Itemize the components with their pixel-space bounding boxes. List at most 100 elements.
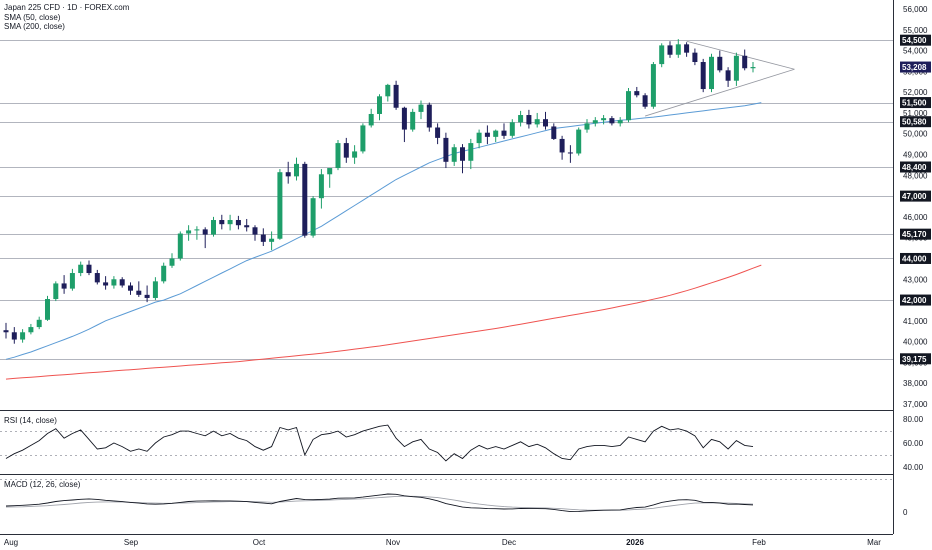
candle-body	[551, 126, 557, 139]
candle	[418, 100, 424, 120]
level-tag-label: 51,500	[902, 99, 927, 108]
candle-body	[609, 118, 615, 124]
candle	[244, 218, 250, 232]
candle	[534, 112, 540, 128]
rsi-legend: RSI (14, close)	[4, 416, 57, 425]
candle	[327, 168, 333, 188]
candle-body	[684, 44, 690, 53]
candle-body	[567, 152, 573, 154]
candle-body	[642, 95, 648, 107]
candle-body	[650, 64, 656, 107]
candle-body	[518, 115, 524, 123]
candle-body	[202, 229, 208, 235]
candle	[725, 67, 731, 87]
level-tag	[900, 190, 931, 202]
candle	[393, 80, 399, 110]
candle	[360, 123, 366, 154]
candle-body	[28, 327, 34, 333]
candle	[252, 225, 258, 241]
macd-line	[5, 493, 754, 513]
price-tick-label: 43,000	[903, 275, 928, 284]
candle	[260, 228, 266, 246]
triangle-trendline	[686, 40, 795, 70]
candle-body	[460, 147, 465, 161]
candle	[269, 231, 275, 251]
candle	[28, 323, 34, 335]
candle-body	[78, 264, 84, 274]
candle	[650, 62, 656, 109]
sma200-line	[5, 264, 762, 380]
rsi-tick-label: 40.00	[903, 463, 924, 472]
candle-body	[484, 132, 490, 137]
candle-body	[161, 265, 167, 282]
macd-legend: MACD (12, 26, close)	[4, 480, 81, 489]
level-tag-label: 54,500	[902, 36, 927, 45]
candle-body	[285, 172, 291, 177]
candle	[567, 145, 573, 163]
candle-body	[543, 119, 548, 127]
candle	[119, 277, 125, 288]
level-tag-label: 44,000	[902, 254, 927, 263]
sma50-line	[5, 102, 762, 360]
rsi-tick-label: 60.00	[903, 439, 924, 448]
candle	[684, 42, 690, 57]
candle-body	[592, 120, 598, 124]
candle	[61, 275, 67, 294]
candle-body	[211, 220, 216, 235]
candle	[576, 127, 582, 156]
level-tag	[900, 116, 931, 128]
candle	[227, 214, 233, 231]
price-tick-label: 37,000	[903, 400, 928, 409]
candle-body	[20, 332, 26, 340]
candle	[277, 169, 283, 240]
candle-body	[103, 282, 109, 286]
candle-body	[3, 330, 9, 333]
candle-body	[692, 52, 698, 63]
candle-body	[152, 281, 158, 298]
candle	[426, 102, 432, 132]
candle-body	[501, 130, 507, 136]
candle-body	[750, 67, 756, 69]
candle-body	[335, 143, 341, 169]
candle	[177, 231, 183, 261]
candle	[294, 157, 299, 181]
candle	[717, 50, 723, 73]
price-tick-label: 51,000	[903, 109, 928, 118]
time-tick-label: Nov	[386, 538, 400, 547]
candle-body	[534, 119, 540, 125]
candle-body	[468, 143, 474, 161]
candle-body	[318, 174, 324, 199]
candle-body	[61, 283, 67, 289]
price-tick-label: 49,000	[903, 151, 928, 160]
candle-body	[700, 62, 706, 90]
candle-body	[377, 96, 382, 114]
candle-body	[451, 147, 457, 162]
candle-body	[227, 220, 233, 225]
price-tick-label: 55,000	[903, 26, 928, 35]
candle	[609, 116, 615, 126]
price-tick-label: 48,000	[903, 171, 928, 180]
candle-body	[559, 138, 565, 153]
candle	[667, 41, 673, 58]
candle-body	[717, 56, 723, 71]
candle-body	[36, 319, 42, 328]
candle	[310, 196, 316, 238]
candle-body	[144, 294, 150, 298]
candle-body	[269, 238, 275, 242]
candle	[742, 49, 748, 71]
sma200-legend: SMA (200, close)	[4, 22, 65, 31]
candle	[194, 226, 200, 240]
candle	[343, 137, 349, 163]
candle	[750, 62, 756, 73]
candle-body	[244, 225, 250, 228]
candle	[526, 109, 532, 129]
candle-body	[177, 233, 183, 259]
level-tag-label: 48,400	[902, 163, 927, 172]
chart-title: Japan 225 CFD · 1D · FOREX.com	[4, 3, 130, 12]
candle	[443, 132, 449, 169]
candle-body	[725, 70, 731, 81]
candle	[69, 268, 75, 291]
candle	[152, 277, 158, 301]
candle-body	[310, 198, 316, 236]
